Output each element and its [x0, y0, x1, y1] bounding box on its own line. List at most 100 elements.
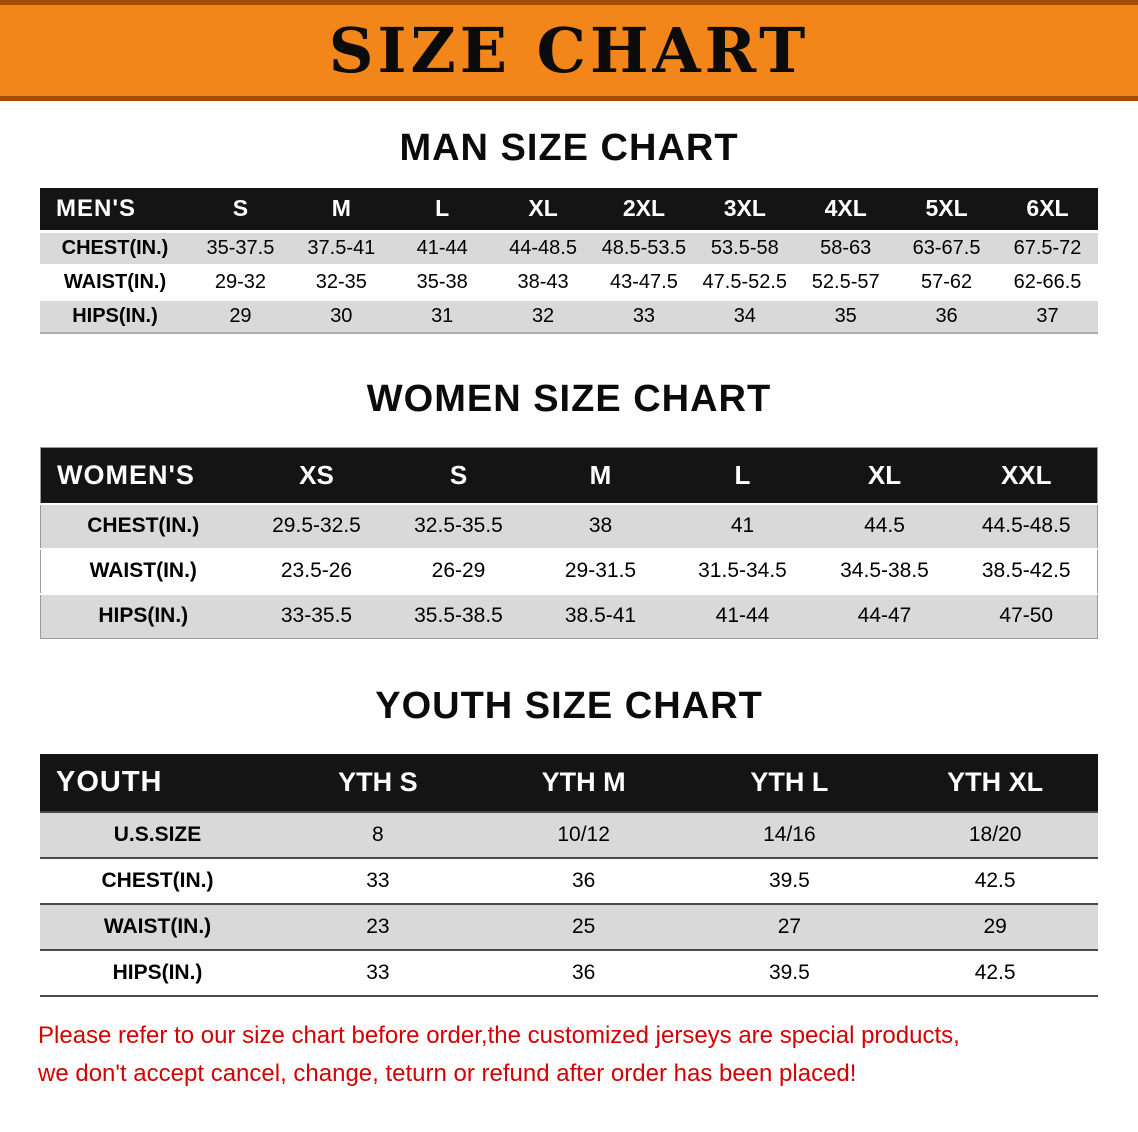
- size-cell: 39.5: [768, 961, 810, 984]
- table-header: YOUTH YTH S YTH M YTH L YTH XL: [40, 754, 1098, 812]
- table-row: HIPS(IN.) 29 30 31 32 33 34 35 36 37: [40, 299, 1098, 333]
- table-row: CHEST(IN.) 29.5-32.5 32.5-35.5 38 41 44.5 44.5…: [40, 503, 1098, 549]
- size-cell: 33: [632, 304, 656, 327]
- row-label: HIPS(IN.): [72, 304, 158, 327]
- size-cell: 38: [588, 514, 613, 537]
- size-cell: 30: [330, 304, 353, 327]
- size-cell: 35.5-38.5: [414, 604, 503, 628]
- women-size-chart-heading: WOMEN SIZE CHART: [366, 378, 772, 420]
- column-header: XS: [245, 447, 388, 504]
- size-cell: 18/20: [968, 823, 1022, 846]
- row-label: HIPS(IN.): [98, 604, 189, 628]
- size-cell: 32-35: [315, 270, 367, 293]
- youth-size-chart-heading: YOUTH SIZE CHART: [375, 685, 763, 727]
- women-size-table: WOMEN'S XS S M L XL XXL CHEST(IN.) 29.5-32.5 32.5…: [40, 447, 1098, 639]
- table-row: HIPS(IN.) 33-35.5 35.5-38.5 38.5-41 41-44 44-…: [40, 593, 1098, 639]
- size-cell: 37: [1036, 304, 1059, 327]
- table-row: HIPS(IN.) 33 36 39.5 42.5: [40, 950, 1098, 996]
- size-cell: 38-43: [517, 270, 569, 293]
- size-cell: 47.5-52.5: [702, 270, 788, 293]
- section-men: MAN SIZE CHART MEN'S S M L XL 2XL 3XL 4XL 5XL 6XL C…: [0, 127, 1138, 334]
- youth-size-table: YOUTH YTH S YTH M YTH L YTH XL U.S.SIZE 8 10/12…: [40, 754, 1098, 997]
- disclaimer: Please refer to our size chart before or…: [0, 1017, 1138, 1094]
- size-cell: 33: [366, 869, 390, 892]
- size-cell: 23.5-26: [280, 559, 353, 582]
- column-header: YTH S: [275, 754, 481, 812]
- table-row: WAIST(IN.) 29-32 32-35 35-38 38-43 43-47.5 47.…: [40, 265, 1098, 299]
- column-header: XXL: [955, 447, 1098, 504]
- size-cell: 36: [571, 961, 596, 984]
- size-cell: 52.5-57: [811, 270, 880, 293]
- table-row: U.S.SIZE 8 10/12 14/16 18/20: [40, 812, 1098, 858]
- size-cell: 14/16: [763, 823, 816, 846]
- size-cell: 58-63: [820, 236, 872, 259]
- size-cell: 8: [372, 823, 384, 846]
- size-cell: 31: [431, 304, 454, 327]
- size-cell: 26-29: [431, 559, 486, 582]
- column-header: 6XL: [997, 188, 1098, 231]
- corner-label: YOUTH: [40, 754, 275, 812]
- size-cell: 48.5-53.5: [601, 236, 687, 259]
- row-label: CHEST(IN.): [101, 869, 214, 892]
- size-cell: 37.5-41: [307, 236, 376, 259]
- header-row: YOUTH YTH S YTH M YTH L YTH XL: [40, 754, 1098, 812]
- size-cell: 32: [531, 304, 555, 327]
- size-cell: 23: [366, 915, 390, 938]
- table-row: WAIST(IN.) 23.5-26 26-29 29-31.5 31.5-34.5 34…: [40, 548, 1098, 594]
- size-cell: 44-48.5: [509, 236, 577, 259]
- column-header: YTH L: [686, 754, 893, 812]
- row-label: U.S.SIZE: [113, 823, 202, 846]
- column-header: 4XL: [795, 188, 897, 231]
- column-header: S: [190, 188, 291, 231]
- disclaimer-line-2: we don't accept cancel, change, teturn o…: [38, 1060, 857, 1088]
- size-cell: 38.5-42.5: [981, 559, 1071, 582]
- size-cell: 10/12: [557, 823, 610, 846]
- section-youth: YOUTH SIZE CHART YOUTH YTH S YTH M YTH L YTH …: [0, 685, 1138, 997]
- size-cell: 57-62: [920, 270, 973, 293]
- row-label: CHEST(IN.): [87, 514, 200, 537]
- size-cell: 29: [983, 915, 1007, 938]
- column-header: 5XL: [896, 188, 997, 231]
- row-label: WAIST(IN.): [103, 915, 212, 938]
- size-cell: 29: [229, 304, 252, 327]
- size-cell: 34: [733, 304, 756, 327]
- size-cell: 35-37.5: [206, 236, 275, 259]
- row-label: WAIST(IN.): [89, 559, 197, 582]
- size-cell: 35-38: [416, 270, 468, 293]
- size-cell: 29.5-32.5: [272, 514, 361, 537]
- size-cell: 32.5-35.5: [414, 514, 503, 537]
- corner-label: WOMEN'S: [40, 447, 246, 504]
- row-label: CHEST(IN.): [61, 236, 169, 259]
- disclaimer-line-1: Please refer to our size chart before or…: [38, 1022, 960, 1049]
- size-cell: 44.5-48.5: [981, 514, 1071, 537]
- size-cell: 35: [834, 304, 857, 327]
- size-cell: 39.5: [768, 869, 810, 892]
- table-body: U.S.SIZE 8 10/12 14/16 18/20 CHEST(IN.) 33 36 39…: [40, 812, 1098, 996]
- size-cell: 47-50: [999, 604, 1054, 628]
- size-cell: 25: [571, 915, 596, 938]
- section-women: WOMEN SIZE CHART WOMEN'S XS S M L XL XXL CHEST(I…: [0, 378, 1138, 639]
- size-cell: 36: [935, 304, 958, 327]
- size-cell: 41: [730, 514, 755, 537]
- size-cell: 41-44: [416, 236, 468, 259]
- row-label: WAIST(IN.): [63, 270, 167, 293]
- size-cell: 38.5-41: [564, 604, 637, 628]
- size-cell: 29-31.5: [564, 559, 637, 582]
- column-header: 2XL: [593, 188, 695, 231]
- header-row: MEN'S S M L XL 2XL 3XL 4XL 5XL 6XL: [40, 188, 1098, 231]
- table-header: WOMEN'S XS S M L XL XXL: [40, 447, 1098, 504]
- table-row: CHEST(IN.) 35-37.5 37.5-41 41-44 44-48.5 48.5…: [40, 231, 1098, 265]
- table-row: CHEST(IN.) 33 36 39.5 42.5: [40, 858, 1098, 904]
- size-cell: 41-44: [715, 604, 770, 628]
- column-header: XL: [813, 447, 956, 504]
- size-cell: 42.5: [974, 961, 1016, 984]
- size-cell: 42.5: [974, 869, 1016, 892]
- men-size-chart-heading: MAN SIZE CHART: [399, 127, 739, 169]
- size-cell: 63-67.5: [912, 236, 981, 259]
- size-cell: 36: [571, 869, 596, 892]
- column-header: M: [290, 188, 392, 231]
- size-cell: 29-32: [214, 270, 267, 293]
- size-cell: 67.5-72: [1013, 236, 1082, 259]
- column-header: YTH XL: [892, 754, 1098, 812]
